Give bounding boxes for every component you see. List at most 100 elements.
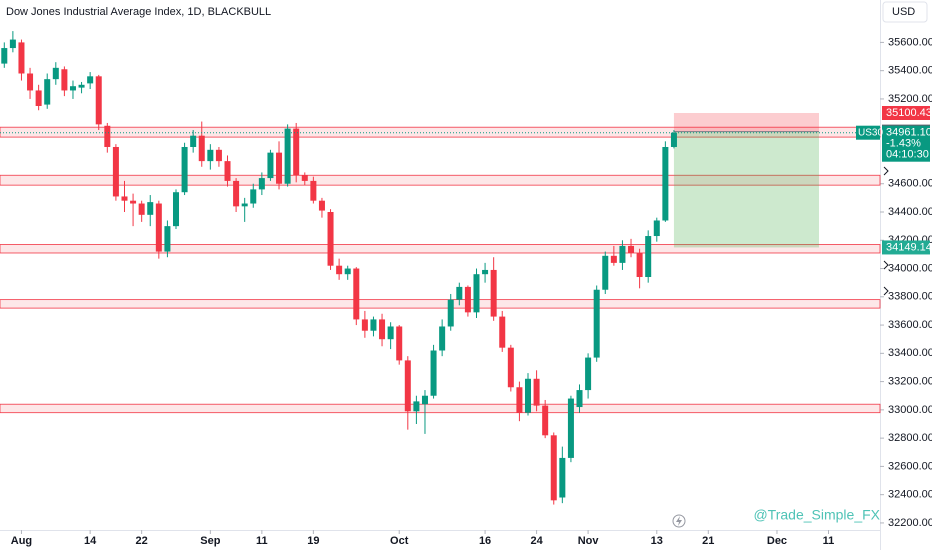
sr-zone [0,174,881,186]
candle-body [533,378,540,406]
candle-body [172,192,180,227]
countdown: 04:10:30 [886,149,929,161]
y-tick-label: 35600.00 [888,36,932,48]
candle-body [542,405,549,436]
candle-body [370,319,377,331]
x-tick-label: 11 [823,535,835,547]
candle-body [241,203,248,207]
stop-label-bg [882,106,930,121]
candle-body [18,42,25,74]
bolt-circle[interactable] [672,514,686,528]
x-tick-label: 13 [651,535,663,547]
y-tick-label: 33000.00 [888,404,932,416]
candle-body [490,269,497,317]
candle-body [27,73,34,91]
candle-body [181,146,188,193]
bolt-icon[interactable] [672,514,686,528]
candle-body [628,245,635,253]
axis-arrows [883,166,889,296]
candle-body [87,76,94,84]
candle-body [130,200,137,204]
y-tick-label: 32800.00 [888,432,932,444]
candle-body [379,319,386,340]
candle-body [404,360,411,412]
target-label: 34149.14 [886,241,932,253]
candle-body [267,152,274,179]
candle-body [387,326,394,340]
candle-body [610,255,617,263]
candle-body [473,274,480,313]
candle-body [95,76,102,125]
symbol-tag-bg [856,125,880,140]
currency-label[interactable]: USD [892,6,915,18]
candle-body [499,316,506,348]
candle-body [52,67,59,80]
candle-body [155,203,162,252]
chart-title: Dow Jones Industrial Average Index, 1D, … [6,6,271,18]
candle-body [198,135,205,162]
candle-body [164,226,171,252]
x-tick-label: 19 [307,535,319,547]
x-tick-label: Sep [200,535,220,547]
candle-body [138,203,145,215]
y-tick-label: 33800.00 [888,291,932,303]
candle-body [258,178,265,190]
candle-body [447,299,454,327]
candle-body [353,268,360,320]
last-price-bg [882,125,930,162]
candle-body [301,175,308,181]
target-label-bg [882,240,930,255]
candle-body [653,220,660,237]
sr-zone [0,244,881,254]
x-tick-label: 21 [702,535,714,547]
y-tick-label: 34000.00 [888,262,932,274]
candle-body [439,326,446,351]
candle-body [1,48,8,64]
y-tick-label: 34400.00 [888,206,932,218]
candle-body [507,347,514,388]
x-tick-label: Aug [11,535,32,547]
x-tick-label: Oct [390,535,409,547]
candle-body [576,390,583,408]
candle-body [524,378,532,413]
candle-body [147,202,154,215]
candle-body [430,350,437,396]
candle-body [585,357,592,391]
x-tick-label: 14 [84,535,97,547]
y-tick-label: 33600.00 [888,319,932,331]
candle-body [336,265,343,275]
change: -1.43% [886,138,921,150]
candle-body [78,84,85,88]
candle-body [121,196,128,201]
candle-body [344,268,351,275]
candle-body [645,236,652,278]
candle-body [215,149,222,162]
y-tick-label: 35400.00 [888,65,932,77]
currency-button[interactable] [882,1,928,23]
arrow [883,286,889,296]
candle-body [233,180,240,207]
candle-body [250,189,257,204]
x-tick-label: Nov [578,535,600,547]
candle-body [662,146,669,221]
y-tick-label: 32200.00 [888,517,932,529]
x-tick-label: 22 [136,535,148,547]
candle-body [593,289,600,358]
bolt[interactable] [676,516,682,526]
candle-body [112,146,119,197]
candle-body [104,125,111,147]
candle-body [318,200,325,211]
candle-body [413,401,420,412]
candle-body [619,245,626,263]
candle-body [456,286,463,300]
candle-body [44,79,51,105]
x-tick-label: 16 [479,535,491,547]
x-tick-label: 11 [256,535,268,547]
arrow [883,166,889,176]
candle-body [421,395,428,405]
candle-body [61,69,68,91]
y-tick-label: 32400.00 [888,489,932,501]
candle-body [293,128,300,176]
